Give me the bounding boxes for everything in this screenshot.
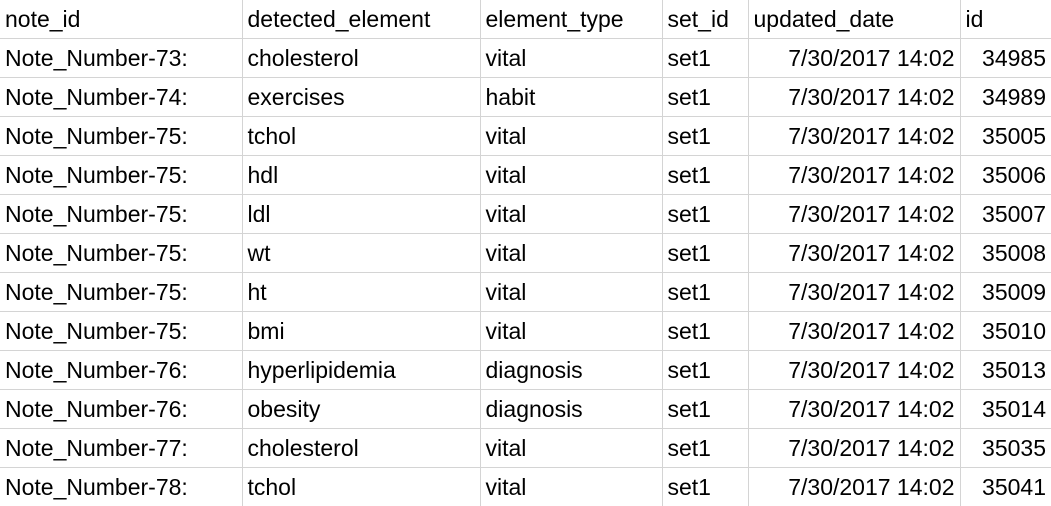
cell-detected-element[interactable]: exercises (242, 78, 480, 117)
cell-id[interactable]: 35005 (960, 117, 1051, 156)
cell-detected-element[interactable]: obesity (242, 390, 480, 429)
cell-detected-element[interactable]: tchol (242, 468, 480, 506)
cell-detected-element[interactable]: cholesterol (242, 429, 480, 468)
cell-set-id[interactable]: set1 (662, 351, 748, 390)
cell-set-id[interactable]: set1 (662, 156, 748, 195)
cell-updated-date[interactable]: 7/30/2017 14:02 (748, 312, 960, 351)
cell-note-id[interactable]: Note_Number-77: (0, 429, 242, 468)
cell-id[interactable]: 34989 (960, 78, 1051, 117)
cell-updated-date[interactable]: 7/30/2017 14:02 (748, 195, 960, 234)
cell-set-id[interactable]: set1 (662, 234, 748, 273)
cell-set-id[interactable]: set1 (662, 117, 748, 156)
cell-updated-date[interactable]: 7/30/2017 14:02 (748, 468, 960, 506)
cell-id[interactable]: 35035 (960, 429, 1051, 468)
cell-note-id[interactable]: Note_Number-76: (0, 351, 242, 390)
cell-note-id[interactable]: Note_Number-78: (0, 468, 242, 506)
cell-updated-date[interactable]: 7/30/2017 14:02 (748, 156, 960, 195)
cell-set-id[interactable]: set1 (662, 39, 748, 78)
cell-element-type[interactable]: vital (480, 429, 662, 468)
cell-note-id[interactable]: Note_Number-75: (0, 156, 242, 195)
cell-element-type[interactable]: vital (480, 39, 662, 78)
cell-detected-element[interactable]: ht (242, 273, 480, 312)
cell-note-id[interactable]: Note_Number-75: (0, 273, 242, 312)
cell-element-type[interactable]: vital (480, 312, 662, 351)
cell-detected-element[interactable]: bmi (242, 312, 480, 351)
cell-set-id[interactable]: set1 (662, 273, 748, 312)
column-header-element-type[interactable]: element_type (480, 0, 662, 39)
cell-note-id[interactable]: Note_Number-75: (0, 234, 242, 273)
cell-element-type[interactable]: diagnosis (480, 390, 662, 429)
cell-updated-date[interactable]: 7/30/2017 14:02 (748, 351, 960, 390)
cell-set-id[interactable]: set1 (662, 468, 748, 506)
cell-set-id[interactable]: set1 (662, 429, 748, 468)
cell-element-type[interactable]: vital (480, 156, 662, 195)
cell-id[interactable]: 34985 (960, 39, 1051, 78)
column-header-set-id[interactable]: set_id (662, 0, 748, 39)
cell-id[interactable]: 35010 (960, 312, 1051, 351)
cell-element-type[interactable]: vital (480, 195, 662, 234)
cell-id[interactable]: 35007 (960, 195, 1051, 234)
cell-id[interactable]: 35013 (960, 351, 1051, 390)
cell-updated-date[interactable]: 7/30/2017 14:02 (748, 429, 960, 468)
cell-note-id[interactable]: Note_Number-75: (0, 195, 242, 234)
column-header-note-id[interactable]: note_id (0, 0, 242, 39)
cell-id[interactable]: 35009 (960, 273, 1051, 312)
cell-updated-date[interactable]: 7/30/2017 14:02 (748, 234, 960, 273)
column-header-id[interactable]: id (960, 0, 1051, 39)
cell-detected-element[interactable]: hdl (242, 156, 480, 195)
cell-element-type[interactable]: vital (480, 468, 662, 506)
cell-detected-element[interactable]: tchol (242, 117, 480, 156)
cell-note-id[interactable]: Note_Number-75: (0, 117, 242, 156)
cell-id[interactable]: 35041 (960, 468, 1051, 506)
cell-element-type[interactable]: vital (480, 273, 662, 312)
cell-detected-element[interactable]: wt (242, 234, 480, 273)
cell-updated-date[interactable]: 7/30/2017 14:02 (748, 390, 960, 429)
cell-note-id[interactable]: Note_Number-73: (0, 39, 242, 78)
cell-id[interactable]: 35006 (960, 156, 1051, 195)
cell-updated-date[interactable]: 7/30/2017 14:02 (748, 39, 960, 78)
cell-element-type[interactable]: vital (480, 234, 662, 273)
cell-note-id[interactable]: Note_Number-74: (0, 78, 242, 117)
cell-set-id[interactable]: set1 (662, 195, 748, 234)
cell-id[interactable]: 35014 (960, 390, 1051, 429)
cell-detected-element[interactable]: hyperlipidemia (242, 351, 480, 390)
cell-set-id[interactable]: set1 (662, 312, 748, 351)
cell-set-id[interactable]: set1 (662, 78, 748, 117)
cell-element-type[interactable]: diagnosis (480, 351, 662, 390)
cell-detected-element[interactable]: cholesterol (242, 39, 480, 78)
cell-note-id[interactable]: Note_Number-76: (0, 390, 242, 429)
cell-updated-date[interactable]: 7/30/2017 14:02 (748, 117, 960, 156)
cell-note-id[interactable]: Note_Number-75: (0, 312, 242, 351)
cell-set-id[interactable]: set1 (662, 390, 748, 429)
cell-element-type[interactable]: vital (480, 117, 662, 156)
column-header-detected-element[interactable]: detected_element (242, 0, 480, 39)
cell-updated-date[interactable]: 7/30/2017 14:02 (748, 78, 960, 117)
cell-updated-date[interactable]: 7/30/2017 14:02 (748, 273, 960, 312)
cell-id[interactable]: 35008 (960, 234, 1051, 273)
column-header-updated-date[interactable]: updated_date (748, 0, 960, 39)
cell-detected-element[interactable]: ldl (242, 195, 480, 234)
cell-element-type[interactable]: habit (480, 78, 662, 117)
